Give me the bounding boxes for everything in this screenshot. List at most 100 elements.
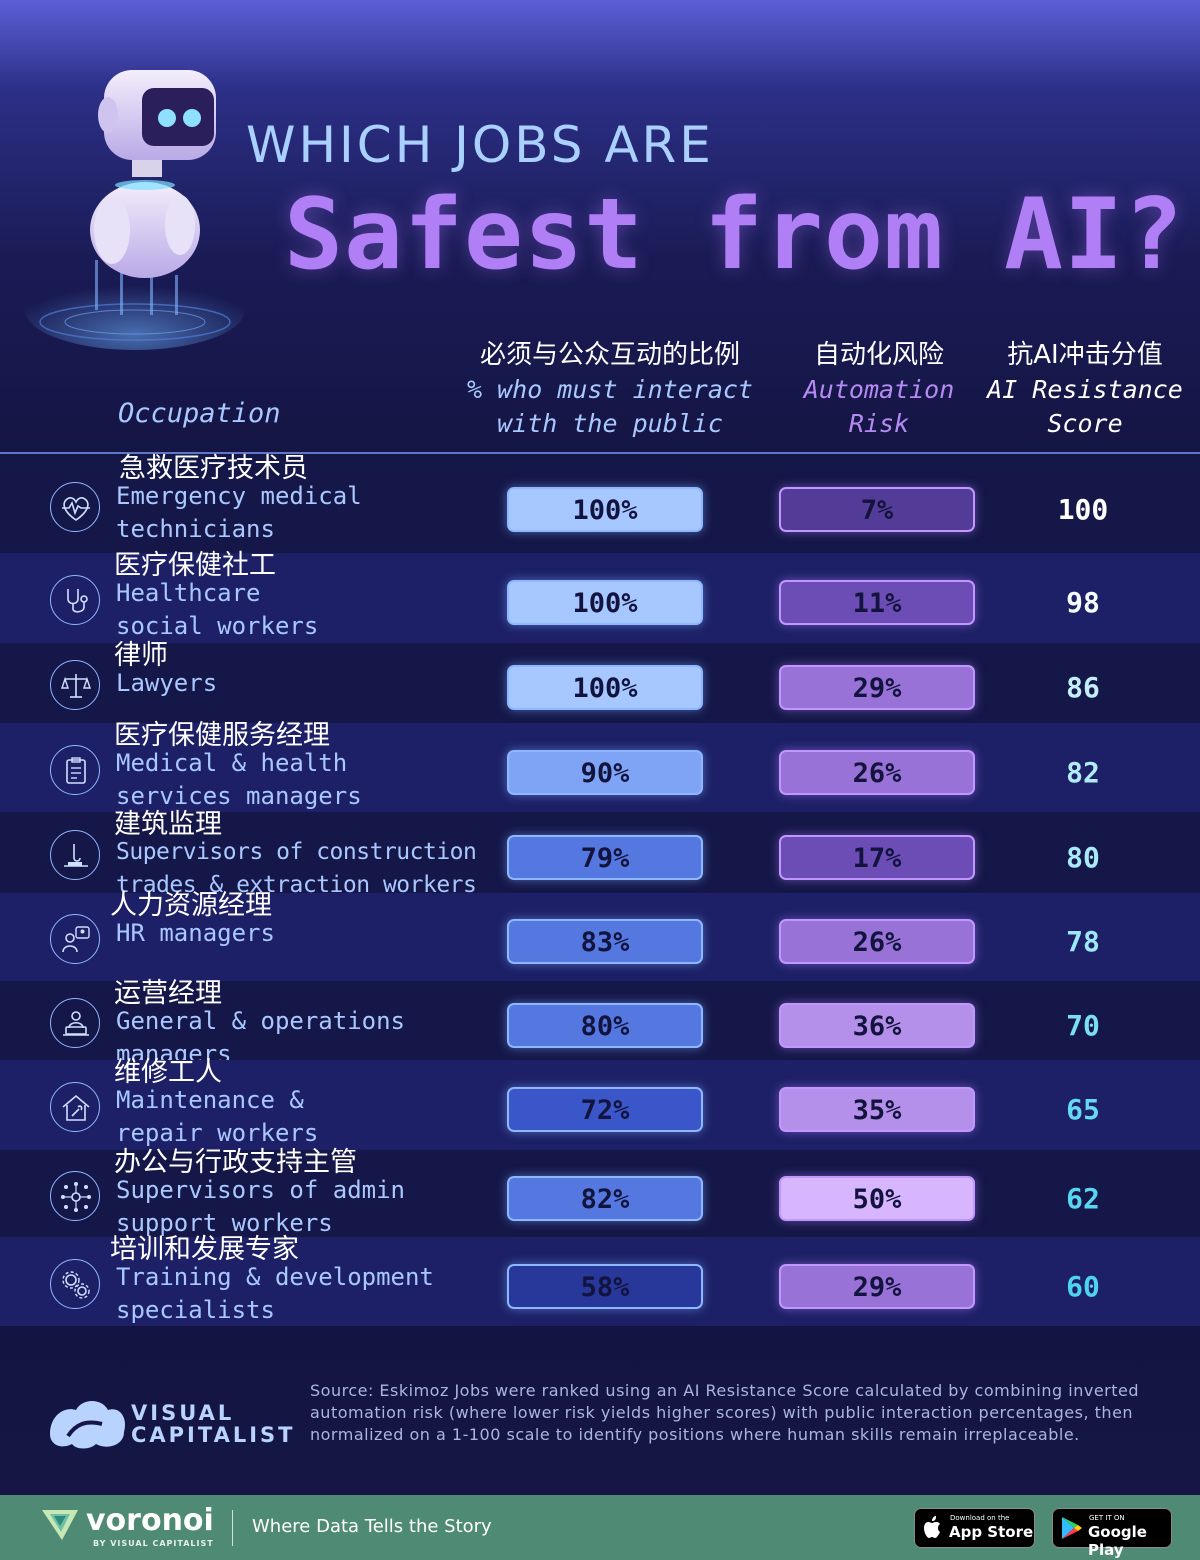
scales-icon (61, 674, 91, 698)
occupation-name-en: Healthcare social workers (116, 577, 318, 643)
public-interaction-cell: 82% (507, 1176, 703, 1221)
occupation-name-cn: 培训和发展专家 (110, 1234, 299, 1265)
occupation-icon-circle (50, 829, 100, 880)
occupation-icon-circle (50, 1082, 100, 1132)
ai-resistance-score: 100 (1057, 493, 1109, 526)
occupation-name-en-line-1: Healthcare (116, 579, 261, 607)
app-store-small-text: Download on the (950, 1514, 1010, 1522)
occupation-name-en: Medical & health services managers (116, 747, 362, 813)
automation-risk-cell: 7% (779, 487, 975, 532)
table-row: 办公与行政支持主管 Supervisors of admin support wor… (0, 1147, 1200, 1237)
occupation-name-en-line-1: HR managers (116, 919, 275, 947)
table-row: 律师 Lawyers 100% 29% 86 (0, 640, 1200, 723)
occupation-icon-circle (50, 1170, 100, 1221)
ai-resistance-score: 70 (1066, 1009, 1100, 1042)
occupation-icon-circle (50, 997, 100, 1048)
ai-resistance-score: 60 (1066, 1270, 1100, 1303)
automation-risk-cell: 17% (779, 835, 975, 880)
table-row: 维修工人 Maintenance & repair workers 72% 35% 65 (0, 1057, 1200, 1150)
public-interaction-cell: 72% (507, 1087, 703, 1132)
occupation-name-en: Maintenance & repair workers (116, 1084, 318, 1150)
ai-resistance-score: 82 (1066, 756, 1100, 789)
gears-icon (62, 1270, 90, 1299)
visual-capitalist-wordmark: VISUAL CAPITALIST (131, 1402, 295, 1446)
public-interaction-cell: 100% (507, 487, 703, 532)
table-row: 建筑监理 Supervisors of construction trades & … (0, 809, 1200, 898)
occupation-name-en-line-2: technicians (116, 515, 275, 543)
public-interaction-cell: 100% (507, 580, 703, 625)
house-repair-icon (62, 1094, 90, 1121)
voronoi-wordmark: voronoi (86, 1503, 214, 1538)
occupation-name-en-line-2: repair workers (116, 1119, 319, 1147)
column-header-risk-cn: 自动化风险 (813, 340, 944, 370)
voronoi-byline: BY VISUAL CAPITALIST (93, 1539, 214, 1548)
occupation-name-cn: 运营经理 (114, 978, 222, 1009)
clipboard-icon (66, 756, 86, 784)
column-header-score: 抗AI冲击分值 AI Resistance Score (985, 334, 1185, 441)
google-play-button[interactable]: GET IT ON Google Play (1052, 1508, 1172, 1559)
robot-illustration (25, 70, 245, 350)
public-interaction-cell: 58% (507, 1264, 703, 1309)
occupation-name-en: HR managers (116, 917, 275, 950)
occupation-icon-circle (50, 1258, 100, 1309)
occupation-name-en-line-1: Lawyers (116, 669, 218, 697)
table-row: 人力资源经理 HR managers 83% 26% 78 (0, 890, 1200, 981)
table-row: 急救医疗技术员 Emergency medical technicians 100% 7… (0, 453, 1200, 553)
source-note: Source: Eskimoz Jobs were ranked using a… (310, 1381, 1140, 1444)
crane-icon (64, 843, 88, 867)
automation-risk-cell: 29% (779, 1264, 975, 1309)
occupation-name-en-line-1: General & operations (116, 1007, 405, 1035)
stethoscope-icon (67, 589, 88, 613)
app-store-button[interactable]: Download on the App Store (914, 1508, 1035, 1548)
occupation-name-cn: 医疗保健社工 (114, 550, 276, 581)
occupation-icon-circle (50, 481, 100, 532)
public-interaction-cell: 83% (507, 919, 703, 964)
ai-resistance-score: 98 (1066, 586, 1100, 619)
public-interaction-cell: 80% (507, 1003, 703, 1048)
footer-separator (232, 1510, 233, 1546)
public-interaction-cell: 90% (507, 750, 703, 795)
hr-people-icon (62, 926, 90, 953)
table-row: 医疗保健社工 Healthcare social workers 100% 11% 98 (0, 550, 1200, 643)
heartbeat-icon (62, 496, 90, 521)
occupation-name-en-line-1: Medical & health (116, 749, 348, 777)
voronoi-logo-icon (42, 1510, 78, 1540)
column-header-risk-en-2: Risk (848, 409, 910, 438)
occupation-name-cn: 医疗保健服务经理 (114, 720, 330, 751)
automation-risk-cell: 35% (779, 1087, 975, 1132)
app-store-big-text: App Store (949, 1523, 1034, 1541)
title-line-2: Safest from AI? (284, 178, 1185, 292)
occupation-icon-circle (50, 744, 100, 795)
occupation-icon-circle (50, 914, 100, 964)
occupation-icon-circle (50, 575, 100, 625)
occupation-name-en-line-1: Maintenance & (116, 1086, 304, 1114)
occupation-name-cn: 办公与行政支持主管 (114, 1147, 357, 1178)
occupation-name-en: Training & development specialists (116, 1261, 434, 1327)
public-interaction-cell: 79% (507, 835, 703, 880)
occupation-name-cn: 维修工人 (114, 1057, 222, 1088)
column-header-score-en-2: Score (1047, 409, 1123, 438)
public-interaction-cell: 100% (507, 665, 703, 710)
column-header-public: 必须与公众互动的比例 % who must interact with the … (460, 334, 760, 441)
google-play-big-text: Google Play (1088, 1523, 1147, 1559)
ai-resistance-score: 65 (1066, 1093, 1100, 1126)
table-row: 医疗保健服务经理 Medical & health services manager… (0, 720, 1200, 813)
ai-resistance-score: 86 (1066, 671, 1100, 704)
automation-risk-cell: 50% (779, 1176, 975, 1221)
automation-risk-cell: 26% (779, 750, 975, 795)
occupation-name-en: Lawyers (116, 667, 217, 700)
column-header-public-en-1: % who must interact (467, 375, 753, 404)
vc-line-2: CAPITALIST (131, 1423, 296, 1447)
automation-risk-cell: 26% (779, 919, 975, 964)
laptop-person-icon (63, 1010, 89, 1036)
header-divider (0, 452, 1200, 454)
column-header-score-en-1: AI Resistance (987, 375, 1183, 404)
occupation-name-en-line-2: social workers (116, 612, 319, 640)
column-header-risk-en-1: Automation (803, 375, 955, 404)
apple-icon (924, 1516, 940, 1538)
occupation-name-cn: 人力资源经理 (110, 890, 272, 921)
occupation-icon-circle (50, 660, 100, 710)
vc-line-1: VISUAL (131, 1401, 235, 1425)
automation-risk-cell: 29% (779, 665, 975, 710)
occupation-name-en-line-1: Training & development (116, 1263, 434, 1291)
